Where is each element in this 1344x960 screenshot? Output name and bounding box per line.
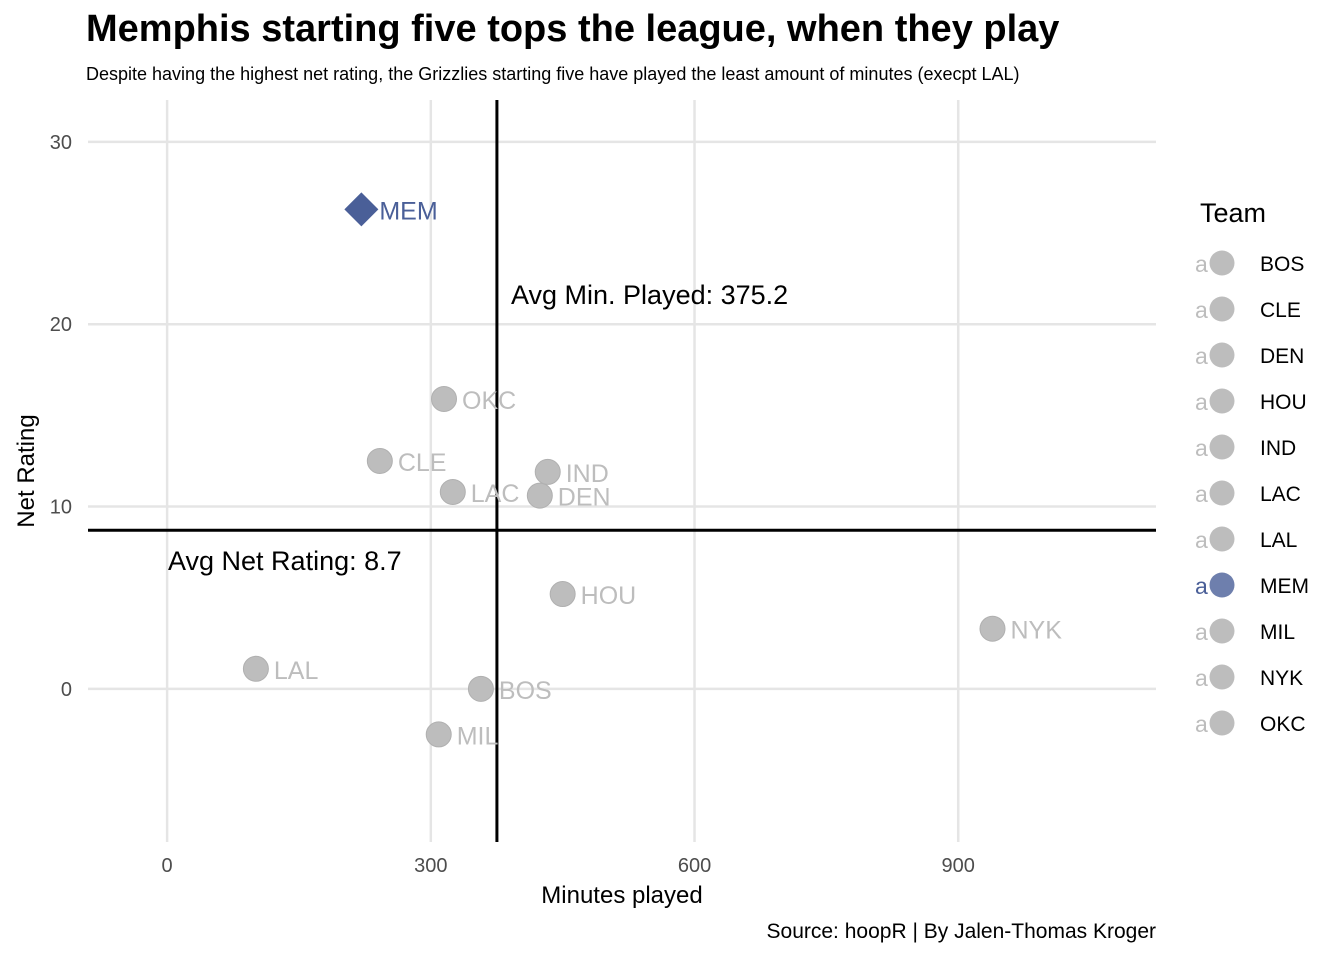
y-tick-label: 0 [61, 679, 72, 701]
avg-minutes-label: Avg Min. Played: 375.2 [511, 280, 788, 310]
legend-point-key [1209, 572, 1235, 598]
y-tick-label: 10 [50, 497, 72, 519]
grid-lines [88, 100, 1156, 842]
x-tick-label: 0 [162, 855, 173, 877]
legend-label-mil: MIL [1260, 621, 1295, 644]
point-ind [534, 458, 561, 485]
legend-text-key: a [1195, 343, 1208, 369]
legend-label-hou: HOU [1260, 391, 1307, 414]
legend-point-key [1209, 664, 1235, 690]
legend-text-key: a [1195, 481, 1208, 507]
legend-point-key [1209, 342, 1235, 368]
point-hou [549, 581, 576, 608]
point-label-cle: CLE [398, 449, 447, 477]
legend-point-key [1209, 480, 1235, 506]
point-mil [425, 721, 452, 748]
legend-label-cle: CLE [1260, 299, 1301, 322]
y-axis-title: Net Rating [13, 414, 40, 527]
legend-label-lac: LAC [1260, 483, 1301, 506]
legend-label-bos: BOS [1260, 253, 1304, 276]
point-bos [467, 675, 494, 702]
legend-label-mem: MEM [1260, 575, 1309, 598]
avg-net-rating-label: Avg Net Rating: 8.7 [168, 546, 402, 576]
point-lal [242, 655, 269, 682]
point-nyk [979, 615, 1006, 642]
point-label-hou: HOU [581, 582, 637, 610]
legend-point-key [1209, 296, 1235, 322]
legend-point-key [1209, 388, 1235, 414]
y-tick-label: 20 [50, 314, 72, 336]
point-label-lal: LAL [274, 657, 319, 685]
point-label-bos: BOS [499, 677, 552, 705]
chart-subtitle: Despite having the highest net rating, t… [86, 64, 1020, 84]
chart-title: Memphis starting five tops the league, w… [86, 8, 1060, 50]
point-den [526, 482, 553, 509]
legend-text-key: a [1195, 665, 1208, 691]
legend-label-okc: OKC [1260, 713, 1306, 736]
point-label-lac: LAC [471, 480, 520, 508]
x-tick-label: 600 [678, 855, 711, 877]
legend-text-key: a [1195, 297, 1208, 323]
legend-text-key: a [1195, 251, 1208, 277]
x-axis-title: Minutes played [541, 882, 702, 909]
point-okc [431, 385, 457, 412]
reference-lines: Avg Min. Played: 375.2 Avg Net Rating: 8.… [88, 100, 1156, 842]
legend: Team a BOS a CLE a DEN a HOU a IND a LAC a LAL a MEM a MIL… [1195, 198, 1309, 737]
legend-text-key: a [1195, 527, 1208, 553]
point-lac [439, 478, 466, 505]
legend-text-key: a [1195, 389, 1208, 415]
legend-label-den: DEN [1260, 345, 1304, 368]
legend-label-ind: IND [1260, 437, 1296, 460]
legend-label-nyk: NYK [1260, 667, 1303, 690]
point-label-okc: OKC [462, 387, 516, 415]
legend-title: Team [1200, 198, 1266, 228]
legend-point-key [1209, 526, 1235, 552]
point-cle [366, 447, 393, 474]
legend-label-lal: LAL [1260, 529, 1297, 552]
x-tick-label: 300 [414, 855, 447, 877]
legend-text-key: a [1195, 619, 1208, 645]
legend-text-key: a [1195, 711, 1208, 737]
legend-point-key [1209, 434, 1235, 460]
legend-point-key [1209, 250, 1235, 276]
chart-caption: Source: hoopR | By Jalen-Thomas Kroger [766, 920, 1156, 943]
point-mem [344, 192, 379, 227]
axes: 0 300 600 900 0 10 20 30 Minutes played Net Ratin… [13, 132, 975, 909]
x-tick-label: 900 [942, 855, 975, 877]
point-label-mil: MIL [457, 722, 499, 750]
point-label-mem: MEM [379, 197, 437, 225]
point-label-den: DEN [558, 484, 611, 512]
point-label-ind: IND [566, 460, 609, 488]
legend-point-key [1209, 710, 1235, 736]
legend-point-key [1209, 618, 1235, 644]
data-points: BOS CLE DEN HOU IND LAC LAL MEM MIL NYK OKC [242, 192, 1063, 750]
legend-text-key: a [1195, 573, 1208, 599]
point-label-nyk: NYK [1011, 617, 1063, 645]
legend-text-key: a [1195, 435, 1208, 461]
y-tick-label: 30 [50, 132, 72, 154]
